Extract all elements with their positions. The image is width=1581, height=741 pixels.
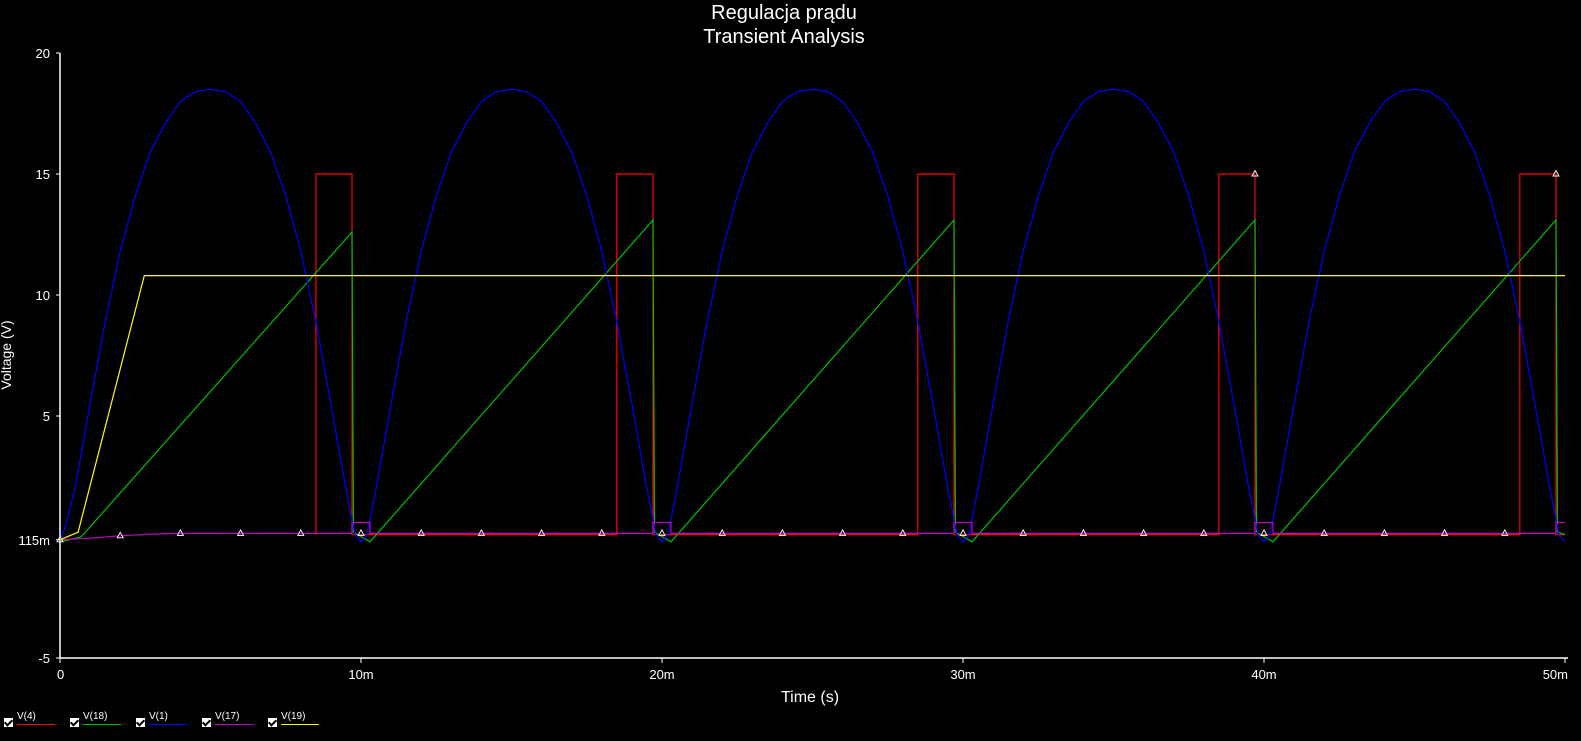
x-tick-label: 50m [1543,667,1568,682]
checkbox-checked-icon[interactable] [70,718,79,727]
legend-swatch [149,724,187,725]
data-marker [537,528,546,536]
legend-item-v18[interactable]: V(18) [70,711,136,735]
data-marker [658,528,666,536]
chart-title: Regulacja prądu [711,2,857,24]
legend-label: V(1) [149,711,168,722]
legend-item-v19[interactable]: V(19) [268,711,334,735]
series-line-V(18) [60,218,1566,543]
data-marker [297,528,305,536]
data-marker [1139,528,1148,536]
data-marker [1501,528,1509,536]
legend-label: V(18) [83,711,108,722]
data-marker [1320,528,1328,536]
data-marker [1552,169,1560,177]
checkbox-checked-icon[interactable] [4,718,13,727]
y-axis-label: Voltage (V) [0,320,14,389]
series-line-V(19) [60,275,1565,541]
legend-swatch [83,724,121,725]
data-marker [1200,528,1208,536]
legend-item-v4[interactable]: V(4) [4,711,70,735]
data-marker [838,528,847,536]
legend-label: V(17) [215,711,240,722]
x-tick-label: 30m [950,667,975,682]
legend-item-v17[interactable]: V(17) [202,711,268,735]
legend-swatch [17,724,55,725]
legend-label: V(19) [281,711,306,722]
data-marker [1251,169,1259,177]
y-tick-label: 20 [36,46,50,61]
checkbox-checked-icon[interactable] [136,718,145,727]
data-marker [1440,528,1449,536]
data-marker [1260,528,1268,536]
data-marker [1079,528,1088,536]
y-tick-label: 115m [18,533,50,548]
x-tick-label: 20m [649,667,674,682]
x-axis-label: Time (s) [781,689,839,706]
legend-item-v1[interactable]: V(1) [136,711,202,735]
checkbox-checked-icon[interactable] [268,718,277,727]
x-tick-label: 0 [57,667,64,682]
data-marker [718,528,726,536]
data-marker [959,528,967,536]
data-marker [116,531,124,539]
legend-label: V(4) [17,711,36,722]
x-tick-label: 10m [348,667,373,682]
series-line-V(17) [60,521,1565,541]
y-tick-label: 15 [36,167,50,182]
legend-swatch [281,724,319,725]
data-marker [778,528,787,536]
data-marker [899,528,907,536]
data-marker [598,528,606,536]
legend-swatch [215,724,253,725]
checkbox-checked-icon[interactable] [202,718,211,727]
chart-subtitle: Transient Analysis [703,26,865,48]
y-tick-label: -5 [38,651,50,666]
data-marker [176,528,185,536]
series-line-V(1) [60,88,1566,543]
legend: V(4) V(18) V(1) V(17) V(19) [4,711,334,735]
y-tick-label: 5 [43,409,50,424]
data-marker [477,528,486,536]
data-marker [357,528,365,536]
y-tick-label: 10 [36,288,50,303]
x-tick-label: 40m [1251,667,1276,682]
data-marker [1380,528,1389,536]
data-marker [1019,528,1027,536]
data-marker [417,528,425,536]
data-marker [236,528,245,536]
series-line-V(4) [315,173,1565,536]
